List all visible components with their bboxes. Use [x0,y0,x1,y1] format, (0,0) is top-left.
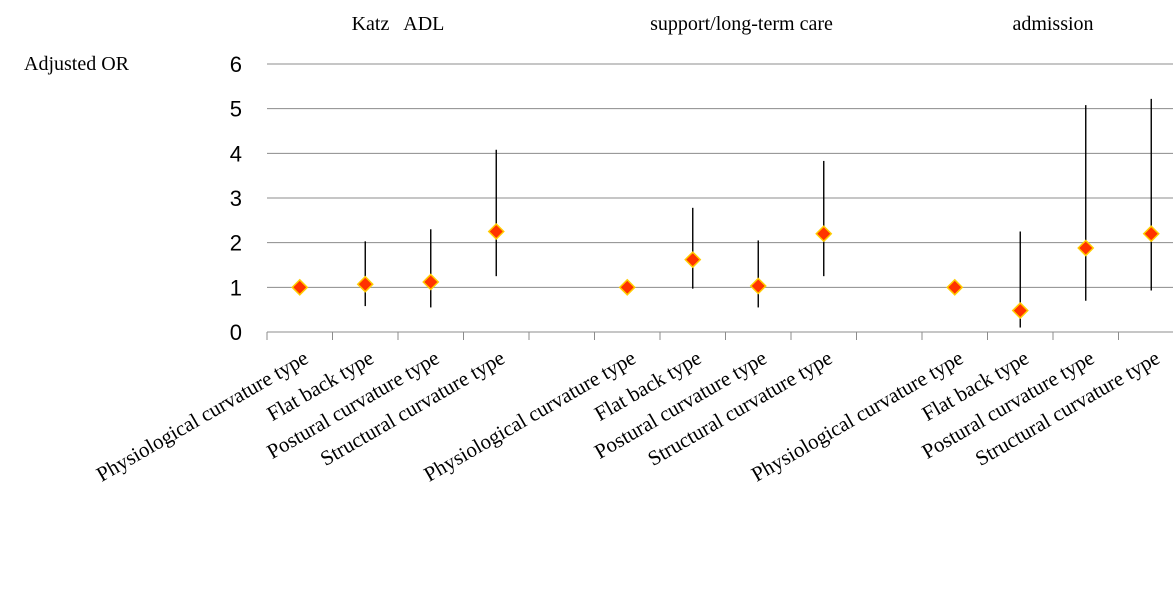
y-axis-label: Adjusted OR [24,53,130,75]
y-tick-label: 6 [230,52,242,77]
y-tick-label: 3 [230,186,242,211]
axes [267,332,1173,340]
y-tick-labels: 0 1 2 3 4 5 6 [230,52,242,345]
group-labels: Katz ADL support/long-term care admission [352,13,1094,35]
data-point [489,224,504,239]
y-tick-label: 5 [230,97,242,122]
data-point [751,278,766,293]
data-point [685,252,700,267]
data-points [292,224,1159,318]
y-tick-label: 0 [230,320,242,345]
y-tick-label: 2 [230,231,242,256]
group-label: Katz ADL [352,13,445,35]
data-point [358,277,373,292]
group-label: admission [1012,13,1093,35]
data-point [292,280,307,295]
data-point [947,280,962,295]
data-point [1144,226,1159,241]
group-label: support/long-term care [650,13,833,35]
gridlines [267,64,1173,287]
data-point [816,226,831,241]
data-point [1013,303,1028,318]
data-point [620,280,635,295]
y-tick-label: 1 [230,275,242,300]
y-tick-label: 4 [230,141,242,166]
